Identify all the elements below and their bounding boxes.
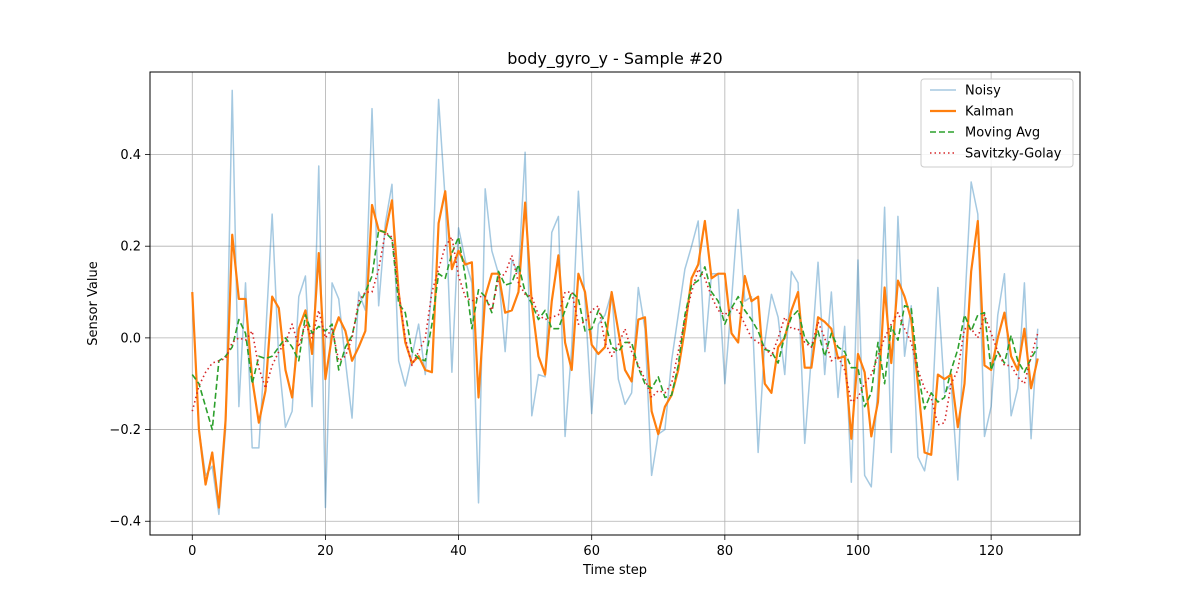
x-tick-label: 20 — [317, 544, 334, 559]
series-layer — [191, 89, 1039, 516]
y-tick-label: −0.4 — [109, 515, 141, 530]
x-tick-label: 100 — [846, 544, 871, 559]
legend-frame — [920, 78, 1074, 168]
x-tick-label: 40 — [450, 544, 467, 559]
y-tick-label: −0.2 — [109, 423, 141, 438]
legend-label: Moving Avg — [965, 126, 1040, 141]
plot-frame — [149, 71, 1081, 536]
y-tick-label: 0.4 — [120, 148, 141, 163]
legend-label: Kalman — [965, 105, 1014, 120]
grid-layer — [150, 72, 1080, 535]
x-tick-label: 80 — [717, 544, 734, 559]
x-axis-title: Time step — [582, 563, 647, 578]
y-tick-label: 0.0 — [120, 331, 141, 346]
legend-label: Noisy — [965, 84, 1001, 99]
series-line-noisy — [191, 89, 1039, 516]
y-axis-title: Sensor Value — [86, 261, 101, 345]
x-tick-label: 120 — [979, 544, 1004, 559]
x-tick-label: 60 — [583, 544, 600, 559]
ticks-layer: 0 20 40 60 80 100 120 −0.4 −0.2 0.0 0.2 0.4 — [109, 148, 1003, 559]
x-tick-label: 0 — [188, 544, 196, 559]
legend: Noisy Kalman Moving Avg Savitzky-Golay — [920, 78, 1074, 168]
chart-title: body_gyro_y - Sample #20 — [507, 49, 722, 69]
y-tick-label: 0.2 — [120, 240, 141, 255]
legend-label: Savitzky-Golay — [965, 147, 1062, 162]
